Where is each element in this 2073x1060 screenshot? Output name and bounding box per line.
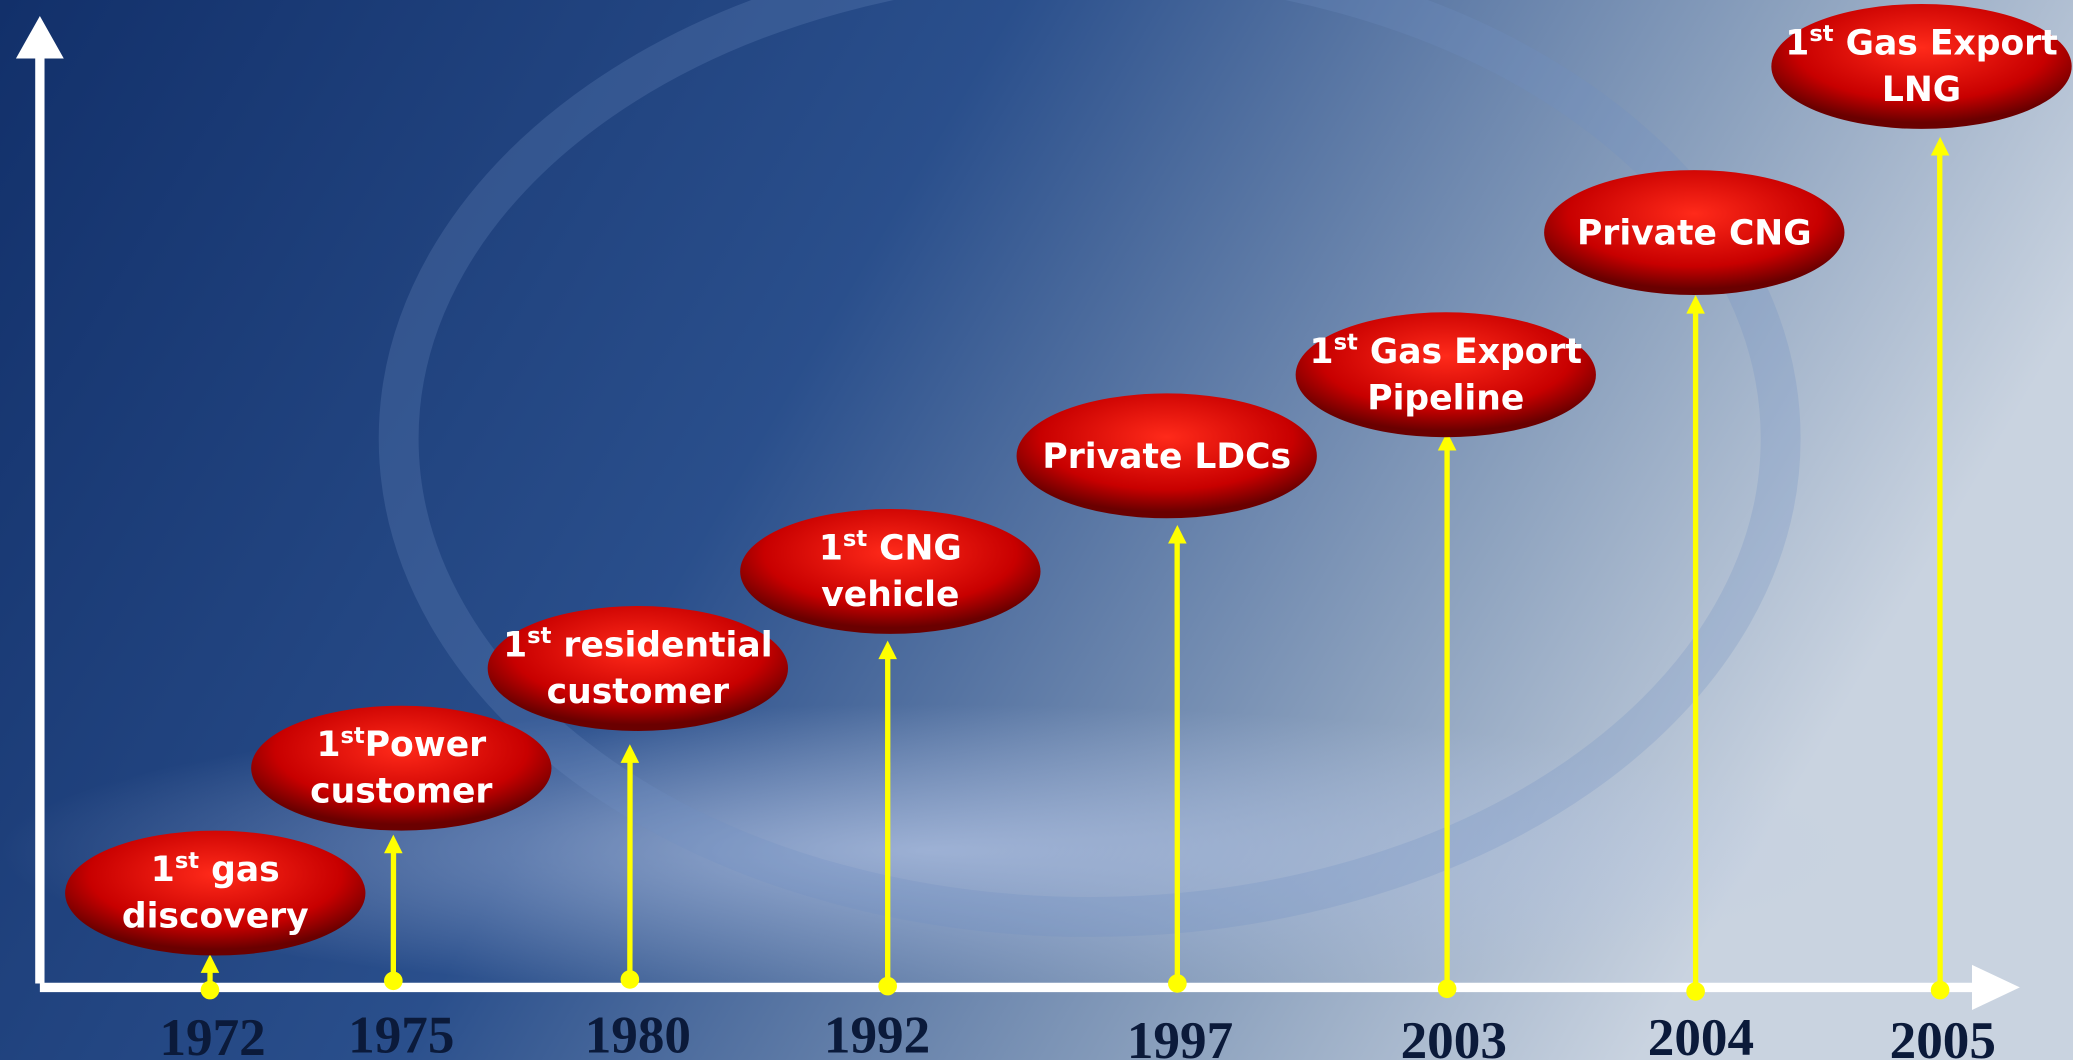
event-label: 1st Gas Export (1785, 21, 2057, 63)
event-label: Pipeline (1367, 378, 1524, 418)
arrowhead (1168, 524, 1187, 544)
year-label: 2003 (1401, 1012, 1507, 1060)
dot (1930, 980, 1950, 1000)
arrowhead (620, 744, 640, 763)
year-label: 1980 (585, 1007, 691, 1060)
event-label: customer (310, 772, 492, 812)
event-bubble (1544, 170, 1845, 296)
event-bubble (65, 830, 366, 956)
events: 1st gas discovery 1972 1stPower customer 1975… (65, 3, 2072, 1060)
dot (1686, 982, 1705, 1001)
event-label: discovery (122, 897, 309, 937)
event-bubble (1295, 312, 1596, 438)
year-label: 2005 (1890, 1012, 1996, 1060)
arrowhead (200, 954, 220, 973)
event-label: 1st gas (151, 848, 280, 890)
y-arrowhead (15, 15, 64, 59)
arrowhead (1437, 431, 1457, 451)
arrowhead (1686, 295, 1705, 314)
year-label: 2004 (1648, 1009, 1754, 1060)
event-label: customer (547, 672, 729, 712)
event-label: 1st CNG (819, 526, 962, 568)
swirl (378, 0, 1801, 937)
x-arrowhead (1972, 964, 2020, 1011)
dot (878, 976, 897, 996)
event-label: LNG (1882, 70, 1961, 110)
event-label: 1stPower (316, 723, 486, 765)
dot (1168, 974, 1187, 993)
event-bubble (487, 606, 789, 731)
year-label: 1997 (1127, 1012, 1233, 1060)
event-label: 1st Gas Export (1310, 330, 1582, 372)
event-bubble (251, 705, 552, 831)
event-bubble (1016, 393, 1317, 519)
dot (384, 971, 403, 991)
arrowhead (384, 834, 403, 854)
dot (1437, 979, 1457, 999)
year-label: 1992 (824, 1007, 930, 1060)
dot (200, 980, 220, 1000)
year-label: 1975 (348, 1007, 454, 1060)
dot (620, 970, 640, 989)
event-bubble (1771, 3, 2072, 129)
year-label: 1972 (159, 1009, 265, 1060)
event-label: Private LDCs (1042, 437, 1291, 477)
arrowhead (1930, 136, 1950, 156)
event-label: Private CNG (1577, 214, 1812, 254)
arrowhead (878, 640, 897, 660)
event-bubble (740, 509, 1041, 634)
event-label: vehicle (821, 575, 959, 615)
event-label: 1st residential (503, 623, 772, 665)
